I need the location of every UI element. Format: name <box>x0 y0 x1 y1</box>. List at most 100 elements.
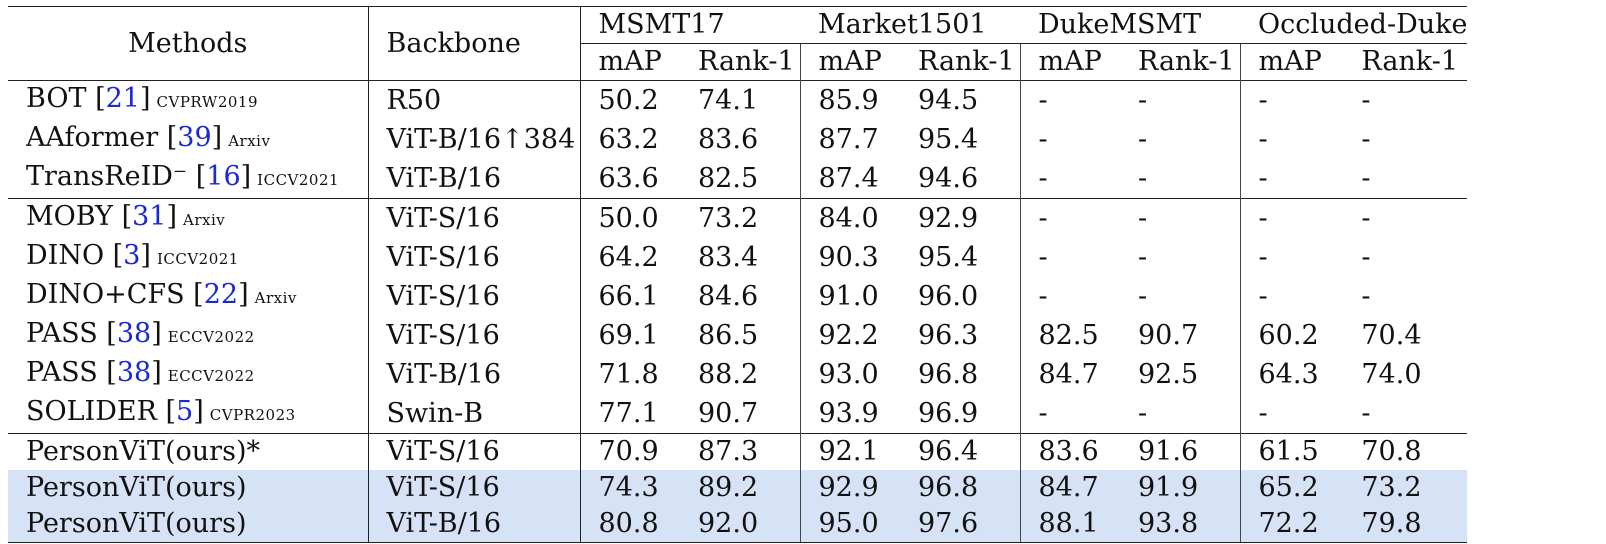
method-cell: DINO+CFS [22] Arxiv <box>26 279 297 310</box>
venue-label: Arxiv <box>183 211 226 229</box>
value-cell-rank1: 74.0 <box>1361 358 1422 390</box>
value-cell-map: 63.6 <box>579 159 680 199</box>
table-row: TransReID⁻ [16] ICCV2021 ViT-B/16 63.6 82.5 8… <box>8 159 1467 199</box>
metric-header-map: mAP <box>579 43 680 81</box>
value-cell-rank1: 96.0 <box>918 280 979 312</box>
value-cell-map: - <box>1019 277 1120 316</box>
value-cell-rank1: 86.5 <box>698 319 759 351</box>
value-cell-map: 64.2 <box>579 238 680 277</box>
value-cell-rank1: 95.4 <box>918 123 979 155</box>
value-cell-rank1: - <box>1361 397 1371 429</box>
value-cell-map: 93.0 <box>799 355 900 394</box>
metric-header-map: mAP <box>1239 43 1344 81</box>
backbone-cell: ViT-S/16 <box>367 316 580 355</box>
method-name: DINO <box>26 240 105 271</box>
value-cell-rank1: 79.8 <box>1343 506 1468 543</box>
value-cell-map: 85.9 <box>799 80 900 120</box>
value-cell-map: 87.4 <box>799 159 900 199</box>
value-cell-map: 63.2 <box>579 120 680 159</box>
value-cell-map: - <box>1019 159 1120 199</box>
value-cell-rank1: 84.6 <box>698 280 759 312</box>
table-row: SOLIDER [5] CVPR2023 Swin-B 77.1 90.7 93.9 96.… <box>8 394 1467 434</box>
citation-link[interactable]: 38 <box>116 357 152 388</box>
method-name: PASS <box>26 318 98 349</box>
value-cell-map: 77.1 <box>579 394 680 434</box>
table-row: DINO [3] ICCV2021 ViT-S/16 64.2 83.4 90.3 95.4… <box>8 238 1467 277</box>
venue-label: CVPR2023 <box>209 406 296 424</box>
venue-label: Arxiv <box>254 289 297 307</box>
value-cell-map: 95.0 <box>799 506 900 543</box>
value-cell-rank1: 83.4 <box>698 241 759 273</box>
value-cell-rank1: 73.2 <box>680 198 800 238</box>
venue-label: ICCV2021 <box>257 171 340 189</box>
value-cell-map: 92.2 <box>799 316 900 355</box>
method-cell: DINO [3] ICCV2021 <box>26 240 239 271</box>
method-cell: SOLIDER [5] CVPR2023 <box>26 396 296 427</box>
value-cell-map: - <box>1239 238 1344 277</box>
value-cell-rank1: 90.7 <box>698 397 759 429</box>
metric-header-rank1: Rank-1 <box>1343 43 1468 81</box>
value-cell-rank1: 82.5 <box>698 162 759 194</box>
value-cell-map: 74.3 <box>579 470 680 506</box>
value-cell-map: 84.7 <box>1019 355 1120 394</box>
value-cell-rank1: 83.6 <box>698 123 759 155</box>
dataset-header-occluded-duke: Occluded-Duke <box>1240 6 1468 44</box>
value-cell-rank1: - <box>1343 80 1468 120</box>
value-cell-rank1: 97.6 <box>900 506 1020 543</box>
method-name: MOBY <box>26 201 113 232</box>
value-cell-map: 90.3 <box>799 238 900 277</box>
table-row: DINO+CFS [22] Arxiv ViT-S/16 66.1 84.6 91.0 96… <box>8 277 1467 316</box>
value-cell-map: - <box>1019 198 1120 238</box>
citation-link[interactable]: 38 <box>116 318 152 349</box>
value-cell-rank1: 73.2 <box>1343 470 1468 506</box>
table-row: AAformer [39] Arxiv ViT-B/16↑384 63.2 83.6 87… <box>8 120 1467 159</box>
value-cell-rank1: 91.6 <box>1120 433 1240 470</box>
citation-link[interactable]: 39 <box>177 122 212 153</box>
value-cell-rank1: - <box>1138 280 1148 312</box>
value-cell-map: 91.0 <box>799 277 900 316</box>
value-cell-map: 65.2 <box>1239 470 1344 506</box>
backbone-cell: ViT-S/16 <box>367 277 580 316</box>
method-cell: BOT [21] CVPRW2019 <box>8 80 368 120</box>
value-cell-rank1: 92.5 <box>1138 358 1199 390</box>
value-cell-map: - <box>1019 120 1120 159</box>
backbone-cell: ViT-S/16 <box>367 470 580 506</box>
value-cell-map: 93.9 <box>799 394 900 434</box>
value-cell-map: 83.6 <box>1019 433 1120 470</box>
citation-link[interactable]: 31 <box>132 201 167 232</box>
methods-header: Methods <box>8 6 368 81</box>
value-cell-map: 82.5 <box>1019 316 1120 355</box>
value-cell-map: 80.8 <box>579 506 680 543</box>
value-cell-rank1: 93.8 <box>1120 506 1240 543</box>
citation-link[interactable]: 16 <box>206 161 241 192</box>
value-cell-rank1: - <box>1120 80 1240 120</box>
value-cell-rank1: 92.0 <box>680 506 800 543</box>
metric-header-rank1: Rank-1 <box>1120 43 1240 81</box>
backbone-cell: ViT-B/16 <box>367 355 580 394</box>
citation-link[interactable]: 22 <box>203 279 239 310</box>
backbone-cell: Swin-B <box>367 394 580 434</box>
value-cell-rank1: 96.3 <box>918 319 979 351</box>
table-row: PASS [38] ECCV2022 ViT-S/16 69.1 86.5 92.2 96.… <box>8 316 1467 355</box>
citation-link[interactable]: 5 <box>176 396 194 427</box>
value-cell-map: 69.1 <box>579 316 680 355</box>
value-cell-map: 50.2 <box>579 80 680 120</box>
value-cell-map: 71.8 <box>579 355 680 394</box>
value-cell-rank1: 96.9 <box>918 397 979 429</box>
table-row: BOT [21] CVPRW2019 R50 50.2 74.1 85.9 94.5- - - - <box>8 80 1468 120</box>
value-cell-rank1: 74.1 <box>680 80 800 120</box>
value-cell-map: 92.1 <box>799 433 900 470</box>
method-cell: MOBY [31] Arxiv <box>8 198 368 238</box>
value-cell-map: - <box>1239 277 1344 316</box>
value-cell-rank1: - <box>1138 241 1148 273</box>
table-row: MOBY [31] Arxiv ViT-S/16 50.0 73.2 84.0 92.9- -… <box>8 198 1468 238</box>
table-header: Methods Backbone MSMT17 Market1501 DukeM… <box>8 6 1468 81</box>
value-cell-map: 72.2 <box>1239 506 1344 543</box>
citation-link[interactable]: 3 <box>123 240 141 271</box>
backbone-cell: ViT-B/16 <box>367 506 580 543</box>
table-row: PersonViT(ours) ViT-S/16 74.3 89.2 92.9 96.8 8… <box>8 470 1468 506</box>
citation-link[interactable]: 21 <box>105 83 140 114</box>
method-cell: PASS [38] ECCV2022 <box>26 318 255 349</box>
value-cell-rank1: - <box>1361 162 1371 194</box>
value-cell-map: - <box>1239 80 1344 120</box>
